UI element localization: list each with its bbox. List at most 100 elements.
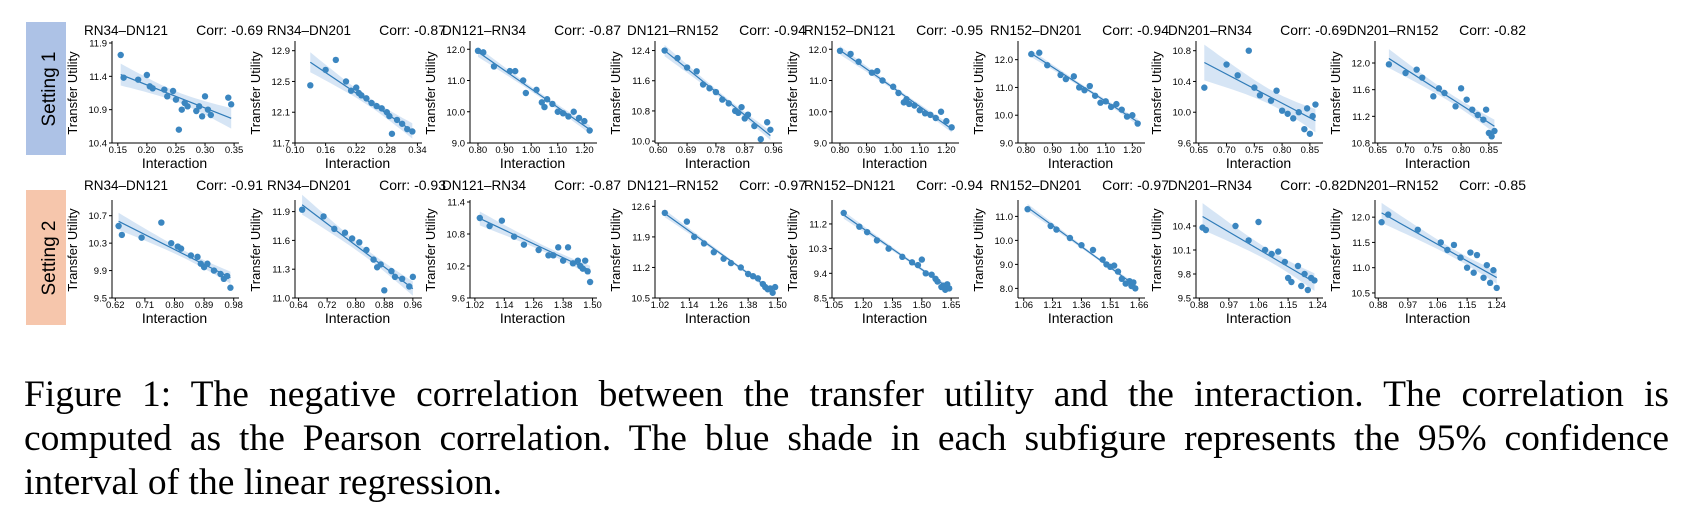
data-point (874, 67, 881, 75)
x-tick-label: 1.20 (854, 300, 873, 311)
y-tick-label: 10.0 (1173, 108, 1192, 119)
x-tick-label: 1.20 (937, 145, 956, 156)
x-axis-label: Interaction (1405, 310, 1470, 326)
x-tick-label: 1.26 (524, 300, 543, 311)
data-point (1304, 286, 1312, 294)
data-point (406, 283, 413, 290)
x-tick-label: 0.16 (316, 145, 335, 156)
y-tick-label: 9.6 (1178, 139, 1191, 150)
data-point (512, 67, 519, 75)
data-point (1129, 112, 1136, 119)
data-point (1378, 219, 1385, 226)
data-point (217, 270, 224, 278)
y-tick-label: 11.6 (632, 76, 650, 87)
data-point (1385, 61, 1393, 68)
x-tick-label: 1.10 (549, 145, 568, 156)
scatter-panel: 0.88 0.97 1.06 1.15 1.24 10.5 11.0 11.5 12.0 Inte… (1328, 177, 1526, 326)
correlation-label: Corr: -0.69 (196, 22, 263, 38)
subplot-title: RN34–DN121 (84, 178, 168, 193)
data-point (331, 225, 338, 233)
data-point (586, 127, 593, 134)
scatter-panel: 1.02 1.14 1.26 1.38 1.50 9.6 10.2 10.8 11.4 Inter… (423, 177, 621, 326)
data-point (554, 108, 561, 115)
x-tick-label: 0.80 (831, 145, 850, 156)
y-axis-label: Transfer Utility (971, 208, 986, 292)
scatter-panels: 0.15 0.20 0.25 0.30 0.35 10.4 10.9 11.4 11.9 Inte… (65, 22, 1526, 326)
x-axis-label: Interaction (862, 155, 927, 171)
data-point (700, 240, 708, 247)
data-point (863, 228, 871, 236)
x-tick-label: 0.89 (195, 300, 214, 311)
data-point (1091, 92, 1099, 99)
data-point (1273, 87, 1280, 94)
x-axis-label: Interaction (142, 310, 207, 326)
data-point (1107, 103, 1115, 111)
data-point (699, 81, 707, 88)
subplot-title: RN152–DN121 (804, 178, 896, 193)
data-point (1130, 279, 1137, 286)
x-tick-label: 1.66 (1130, 300, 1149, 311)
data-point (840, 209, 847, 217)
data-point (569, 260, 577, 267)
x-axis-label: Interaction (1226, 310, 1291, 326)
scatter-panel: 0.88 0.97 1.06 1.15 1.24 9.5 9.8 10.1 10.4 Intera… (1149, 177, 1347, 326)
data-point (1452, 103, 1459, 110)
data-point (1435, 85, 1443, 92)
x-tick-label: 0.80 (1017, 145, 1036, 156)
x-tick-label: 1.50 (583, 300, 602, 311)
data-point (1028, 50, 1035, 58)
data-point (538, 99, 546, 106)
data-point (178, 106, 185, 113)
correlation-label: Corr: -0.69 (1280, 22, 1347, 38)
data-point (1384, 211, 1392, 218)
data-point (1309, 112, 1316, 120)
setting-1-label: Setting 1 (39, 52, 60, 127)
y-tick-label: 11.9 (632, 232, 650, 243)
data-point (868, 69, 876, 76)
data-point (720, 255, 727, 262)
data-point (1294, 262, 1302, 270)
x-tick-label: 1.14 (680, 300, 699, 311)
data-point (574, 257, 582, 264)
data-point (522, 89, 530, 97)
data-point (373, 102, 380, 110)
figure-caption: Figure 1: The negative correlation betwe… (24, 374, 1669, 503)
data-point (164, 93, 171, 100)
data-point (363, 95, 370, 102)
x-tick-label: 0.25 (167, 145, 186, 156)
y-tick-label: 12.0 (1352, 213, 1371, 224)
x-tick-label: 0.62 (106, 300, 125, 311)
data-point (579, 265, 586, 272)
x-tick-label: 0.35 (225, 145, 244, 156)
data-point (1444, 246, 1451, 254)
x-tick-label: 1.38 (739, 300, 758, 311)
y-tick-label: 11.2 (1352, 112, 1370, 123)
y-tick-label: 10.1 (1173, 246, 1192, 257)
data-point (207, 111, 215, 119)
y-tick-label: 11.3 (272, 265, 290, 276)
scatter-panel: 0.64 0.72 0.80 0.88 0.96 11.0 11.3 11.6 11.9 Inte… (248, 177, 446, 326)
y-tick-label: 10.0 (995, 111, 1014, 122)
correlation-label: Corr: -0.87 (379, 22, 446, 38)
correlation-label: Corr: -0.82 (1459, 22, 1526, 38)
data-point (1441, 89, 1448, 97)
data-point (928, 271, 935, 278)
data-point (307, 82, 314, 89)
y-tick-label: 11.7 (272, 139, 290, 150)
data-point (204, 106, 212, 113)
data-point (691, 233, 698, 241)
correlation-label: Corr: -0.97 (739, 177, 806, 193)
data-point (570, 108, 577, 115)
data-point (510, 233, 518, 240)
subplot-title: DN121–RN152 (627, 23, 719, 38)
x-axis-label: Interaction (1048, 155, 1113, 171)
data-point (506, 67, 514, 75)
data-point (1490, 267, 1497, 274)
x-axis-label: Interaction (142, 155, 207, 171)
y-axis-label: Transfer Utility (65, 51, 80, 135)
data-point (1457, 85, 1465, 92)
data-point (754, 275, 762, 282)
y-tick-label: 11.0 (272, 294, 290, 305)
data-point (1284, 110, 1291, 117)
y-tick-label: 11.4 (447, 198, 465, 209)
